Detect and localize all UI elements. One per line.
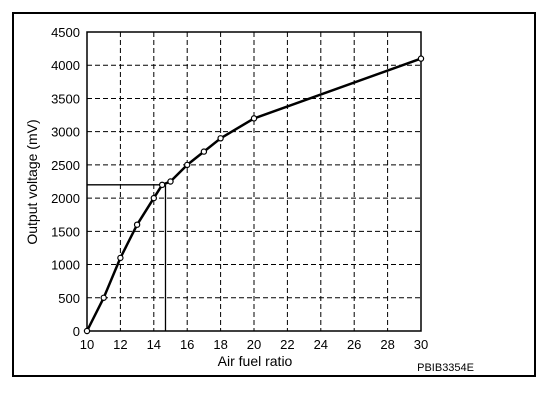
y-tick-label: 1000 (51, 258, 80, 273)
x-tick-label: 12 (113, 337, 127, 352)
series-line (85, 57, 422, 332)
data-point (417, 55, 425, 62)
plot-border (86, 31, 422, 332)
data-point (150, 194, 157, 202)
data-point (158, 181, 166, 189)
figure-code: PBIB3354E (417, 362, 474, 374)
y-tick-label: 3000 (51, 125, 80, 140)
x-tick-label: 16 (180, 337, 194, 352)
x-tick-label: 20 (247, 337, 261, 352)
x-tick-label: 10 (80, 337, 94, 352)
x-tick-labels: 10 12 14 16 18 20 22 24 26 28 30 (80, 337, 428, 352)
figure-frame (12, 12, 536, 377)
y-tick-labels: 0 500 1000 1500 2000 2500 3000 3500 4000 4500 (51, 25, 80, 339)
x-tick-label: 28 (380, 337, 394, 352)
data-point (167, 178, 174, 185)
data-point (217, 135, 224, 142)
x-tick-label: 22 (280, 337, 294, 352)
data-point (183, 161, 191, 169)
y-tick-label: 4000 (51, 58, 80, 73)
grid (87, 32, 421, 331)
data-point (133, 221, 141, 228)
y-tick-label: 3500 (51, 91, 80, 106)
y-tick-label: 2500 (51, 158, 80, 173)
y-tick-label: 2000 (51, 191, 80, 206)
y-tick-label: 0 (73, 324, 80, 339)
data-point (100, 294, 107, 301)
y-tick-label: 500 (58, 291, 80, 306)
x-tick-label: 26 (347, 337, 361, 352)
y-tick-label: 4500 (51, 25, 80, 40)
data-point (117, 254, 124, 262)
data-points (83, 55, 425, 335)
x-tick-label: 24 (314, 337, 328, 352)
data-point (250, 115, 258, 122)
data-point (200, 148, 208, 155)
x-tick-label: 30 (414, 337, 428, 352)
data-point (83, 327, 91, 335)
x-tick-label: 14 (147, 337, 161, 352)
y-axis-label: Output voltage (mV) (24, 119, 40, 244)
x-tick-label: 18 (213, 337, 227, 352)
reference-lines (87, 184, 167, 331)
x-axis-label: Air fuel ratio (218, 353, 293, 369)
y-tick-label: 1500 (51, 224, 80, 239)
